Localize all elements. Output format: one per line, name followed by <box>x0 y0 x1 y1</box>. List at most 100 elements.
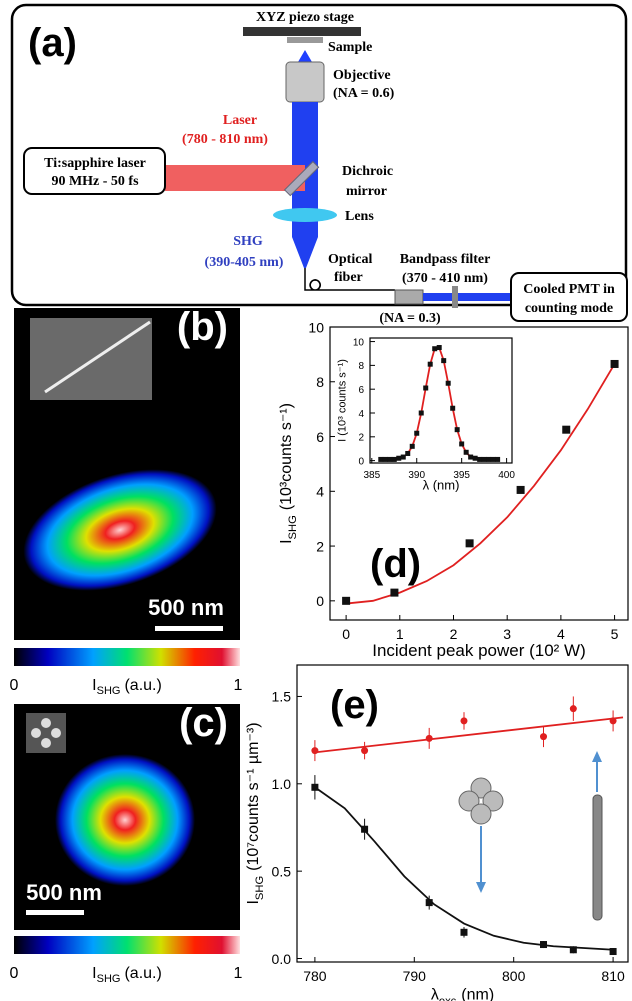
pmt-box <box>510 272 628 322</box>
label: SHG <box>233 234 263 249</box>
x-tick-label: 2 <box>450 626 458 642</box>
disk <box>41 718 51 728</box>
arrow-head <box>476 882 486 893</box>
text: (10³counts s⁻¹) <box>278 403 295 510</box>
text: (a.u.) <box>124 965 161 982</box>
point <box>460 928 468 936</box>
text: I <box>245 900 262 904</box>
point <box>436 345 442 351</box>
point <box>378 456 384 462</box>
axis-label: ISHG (10⁷counts s⁻¹ µm⁻³) <box>245 722 266 904</box>
point <box>495 456 501 462</box>
blue-beam-out <box>423 293 511 301</box>
label: Ti:sapphire laser <box>44 156 146 171</box>
text: I <box>278 539 295 543</box>
colorbar-label: ISHG (a.u.) <box>92 677 162 697</box>
point <box>465 539 474 548</box>
disk <box>41 738 51 748</box>
panel-a: (a) XYZ piezo stage Sample Objective (NA… <box>10 3 628 326</box>
y-tick-label: 0.0 <box>272 951 292 967</box>
y-tick-label: 6 <box>316 429 324 445</box>
point <box>409 443 415 449</box>
y-tick-label: 1.0 <box>272 776 292 792</box>
point <box>432 346 438 352</box>
point <box>450 405 456 411</box>
point <box>425 734 433 742</box>
sample <box>287 37 323 43</box>
colorbar <box>14 936 240 954</box>
text: (nm) <box>461 987 494 1001</box>
text: (a.u.) <box>124 677 161 694</box>
label: (NA = 0.3) <box>379 311 441 326</box>
colorbar-min: 0 <box>10 965 19 982</box>
point <box>569 705 577 713</box>
point <box>569 946 577 954</box>
disk <box>482 790 504 812</box>
x-tick-label: 0 <box>342 626 350 642</box>
point <box>418 410 424 416</box>
nanowire <box>44 320 151 394</box>
axis-label: λexc (nm) <box>431 987 494 1001</box>
shg-spot <box>23 469 217 591</box>
label: mirror <box>346 184 387 199</box>
point <box>361 747 369 755</box>
x-tick-label: 790 <box>403 968 427 984</box>
point <box>427 361 433 367</box>
text: SHG <box>254 876 266 900</box>
x-tick-label: 780 <box>303 968 327 984</box>
scale-bar <box>155 626 223 631</box>
text: SHG <box>97 685 121 697</box>
label: Sample <box>328 40 372 55</box>
y-tick-label: 10 <box>353 337 365 348</box>
point <box>477 456 483 462</box>
label: Objective <box>333 68 391 83</box>
label: Optical <box>328 252 372 267</box>
panel-label: (a) <box>28 21 77 65</box>
laser-box <box>23 147 166 195</box>
sem-inset <box>30 318 152 400</box>
text: exc <box>439 996 457 1001</box>
point <box>468 454 474 460</box>
label: fiber <box>334 270 363 285</box>
x-tick-label: 3 <box>503 626 511 642</box>
panel-label: (e) <box>330 683 379 727</box>
y-axis-label: I (10³ counts s⁻¹) <box>336 359 348 442</box>
nanowire <box>592 794 603 921</box>
point <box>445 380 451 386</box>
text: (10⁷counts s⁻¹ µm⁻³) <box>245 722 262 870</box>
point <box>516 485 525 494</box>
point <box>454 427 460 433</box>
y-tick-label: 10 <box>308 319 324 335</box>
arrow-head <box>592 751 602 762</box>
chart: 780 790 800 810 0.0 0.5 1.0 1.5 λexc (nm) ISHG (10⁷… <box>245 664 629 1001</box>
shg-spot <box>55 754 195 886</box>
point <box>441 358 447 364</box>
stage <box>243 27 361 36</box>
lens <box>273 208 337 222</box>
label: Cooled PMT in <box>523 282 615 297</box>
x-tick-label: 800 <box>502 968 526 984</box>
colorbar <box>14 648 240 666</box>
point <box>361 825 369 833</box>
text: SHG <box>97 973 121 985</box>
point <box>562 425 571 434</box>
y-tick-label: 2 <box>358 433 364 444</box>
point <box>414 430 420 436</box>
point <box>472 455 478 461</box>
point <box>342 596 351 605</box>
dichroic-mirror <box>283 160 320 197</box>
x-tick-label: 5 <box>611 626 619 642</box>
x-tick-label: 810 <box>601 968 625 984</box>
point <box>481 456 487 462</box>
label: counting mode <box>525 301 613 316</box>
x-tick-label: 395 <box>453 470 470 481</box>
x-tick-label: 4 <box>557 626 565 642</box>
x-tick-label: 385 <box>363 470 380 481</box>
panel-e-icons <box>458 751 603 921</box>
objective <box>285 61 325 103</box>
label: Lens <box>345 209 374 224</box>
point <box>540 733 548 741</box>
colorbar-label: ISHG (a.u.) <box>92 965 162 985</box>
colorbar-min: 0 <box>10 677 19 694</box>
